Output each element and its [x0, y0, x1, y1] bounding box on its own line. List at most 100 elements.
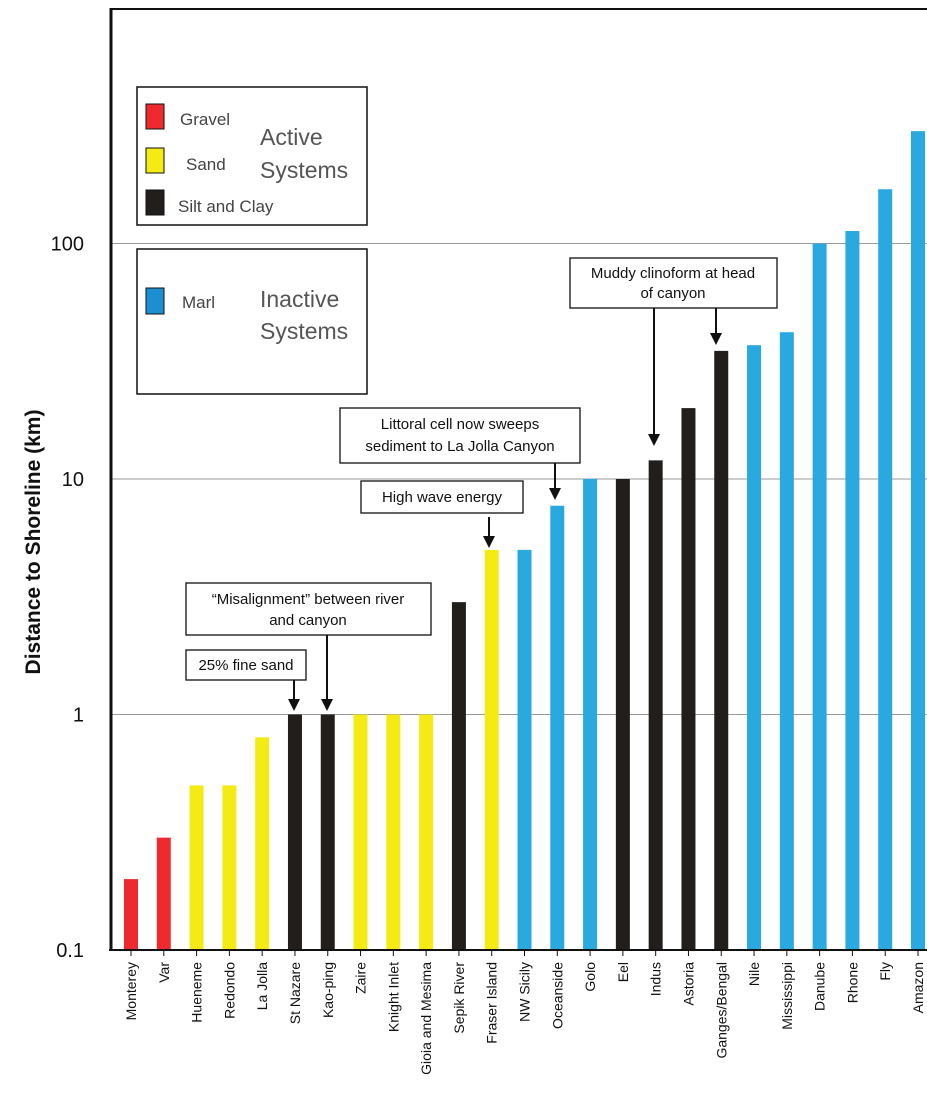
- x-tick-label: Sepik River: [451, 962, 467, 1034]
- annotation-text: 25% fine sand: [198, 657, 293, 674]
- x-tick-label: Ganges/Bengal: [713, 962, 729, 1059]
- annotation-box: [339, 407, 581, 464]
- legend-label-gravel: Gravel: [180, 110, 230, 129]
- legend-inactive-box: [136, 248, 368, 395]
- legend-label-marl: Marl: [182, 293, 215, 312]
- annotation-misalignment: “Misalignment” between river and canyon: [185, 582, 432, 711]
- legend-label-silt: Silt and Clay: [178, 197, 274, 216]
- x-tick-label: Gioia and Mesima: [418, 962, 434, 1075]
- x-tick-label: Indus: [648, 962, 664, 996]
- annotation-arrowhead-oceanside: [549, 488, 561, 500]
- legend-swatch-silt: [145, 189, 165, 216]
- x-tick-label: Golo: [582, 962, 598, 992]
- annotation-box: [185, 582, 432, 636]
- legend-title-inactive-line2: Systems: [260, 318, 348, 344]
- bar: [124, 879, 138, 950]
- annotation-text-line1: Littoral cell now sweeps: [381, 416, 539, 433]
- bar: [812, 243, 827, 950]
- annotation-arrowhead-ganges: [710, 333, 722, 345]
- legend-swatch-sand: [145, 147, 165, 174]
- bar: [583, 479, 598, 950]
- bar: [747, 345, 762, 951]
- x-tick-label: La Jolla: [254, 962, 270, 1010]
- bar: [484, 549, 499, 950]
- bar: [287, 714, 302, 950]
- bar: [255, 737, 270, 950]
- x-tick-label: Nile: [746, 962, 762, 986]
- legend-label-sand: Sand: [186, 155, 226, 174]
- legend-title-inactive-line1: Inactive: [260, 286, 339, 312]
- bar: [878, 189, 893, 951]
- legend-title-active-line2: Systems: [260, 157, 348, 183]
- bar: [911, 131, 925, 950]
- axes: [109, 8, 927, 951]
- bar: [517, 549, 532, 950]
- bar: [419, 714, 434, 950]
- annotation-arrowhead-fraser: [483, 536, 495, 548]
- annotation-arrowhead-indus: [648, 434, 660, 446]
- bar: [714, 350, 729, 951]
- bar: [648, 460, 663, 950]
- bar: [681, 408, 696, 950]
- legend-title-active-line1: Active: [260, 124, 323, 150]
- annotation-littoral-cell: Littoral cell now sweeps sediment to La …: [339, 407, 581, 500]
- bar: [779, 332, 794, 950]
- x-tick-label: Fly: [877, 962, 893, 981]
- annotation-fine-sand: 25% fine sand: [185, 649, 307, 711]
- x-tick-label: Mississippi: [779, 962, 795, 1030]
- legend-swatch-marl: [145, 287, 165, 315]
- x-tick-labels: Monterey Var Hueneme Redondo La Jolla St Naza…: [123, 950, 926, 1075]
- annotation-text-line1: “Misalignment” between river: [212, 591, 405, 608]
- x-tick-label: Oceanside: [549, 962, 565, 1029]
- legend-swatch-gravel: [145, 103, 165, 130]
- bar: [353, 714, 368, 950]
- x-tick-label: NW Sicily: [517, 962, 533, 1022]
- x-tick-label: Astoria: [680, 962, 696, 1006]
- y-tick-label: 10: [62, 469, 84, 491]
- annotation-muddy-clinoform: Muddy clinoform at head of canyon: [569, 257, 778, 446]
- legend-inactive-systems: Marl Inactive Systems: [136, 248, 368, 395]
- annotation-text: High wave energy: [382, 489, 503, 506]
- x-tick-label: Fraser Island: [484, 962, 500, 1044]
- annotation-box: [569, 257, 778, 309]
- bar: [386, 714, 401, 950]
- bar: [845, 231, 860, 951]
- annotation-text-line2: and canyon: [269, 612, 347, 629]
- x-tick-label: Eel: [615, 962, 631, 982]
- x-tick-label: Var: [156, 962, 172, 983]
- bar: [156, 837, 171, 950]
- bar: [550, 505, 565, 950]
- annotation-text-line2: of canyon: [640, 285, 705, 302]
- bar: [451, 602, 466, 950]
- bars: [124, 131, 925, 951]
- legend-active-systems: Gravel Sand Silt and Clay Active Systems: [136, 86, 368, 226]
- y-tick-label: 100: [51, 234, 84, 256]
- bar: [222, 785, 237, 950]
- y-tick-labels: 0.1 1 10 100: [51, 234, 84, 963]
- x-tick-label: St Nazare: [287, 962, 303, 1024]
- annotation-arrowhead-kaoping: [321, 699, 333, 711]
- x-tick-label: Kao-ping: [320, 962, 336, 1018]
- bar: [320, 714, 335, 950]
- x-tick-label: Zaire: [353, 962, 369, 994]
- x-tick-label: Monterey: [123, 962, 139, 1020]
- annotation-high-wave-energy: High wave energy: [360, 480, 524, 548]
- annotation-text-line1: Muddy clinoform at head: [591, 265, 755, 282]
- annotation-box: [185, 649, 307, 681]
- x-tick-label: Knight Inlet: [385, 962, 401, 1032]
- bar: [189, 785, 204, 950]
- annotation-arrowhead-stnazare: [288, 699, 300, 711]
- legend-active-box: [136, 86, 368, 226]
- y-axis-title: Distance to Shoreline (km): [22, 410, 45, 675]
- x-tick-label: Hueneme: [189, 962, 205, 1023]
- annotation-box: [360, 480, 524, 514]
- annotation-text-line2: sediment to La Jolla Canyon: [365, 438, 554, 455]
- y-tick-label: 0.1: [56, 940, 84, 962]
- x-tick-label: Redondo: [221, 962, 237, 1019]
- x-tick-label: Danube: [812, 962, 828, 1011]
- x-tick-label: Rhone: [844, 962, 860, 1003]
- x-tick-label: Amazon: [910, 962, 926, 1013]
- y-tick-label: 1: [73, 705, 84, 727]
- bar: [615, 479, 630, 950]
